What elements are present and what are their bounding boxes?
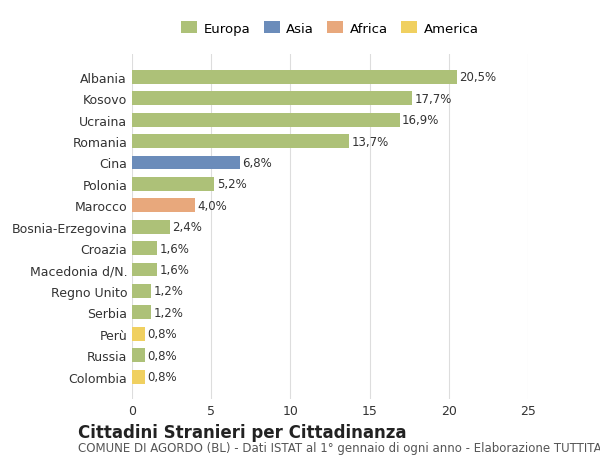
Text: 1,6%: 1,6%: [160, 263, 190, 276]
Bar: [132, 370, 145, 384]
Bar: [132, 178, 214, 191]
Text: 5,2%: 5,2%: [217, 178, 247, 191]
Bar: [132, 156, 240, 170]
Text: 16,9%: 16,9%: [402, 114, 439, 127]
Bar: [132, 327, 145, 341]
Bar: [132, 348, 145, 362]
Bar: [132, 220, 170, 234]
Bar: [132, 135, 349, 149]
Text: 2,4%: 2,4%: [172, 221, 202, 234]
Bar: [132, 284, 151, 298]
Text: 13,7%: 13,7%: [352, 135, 389, 148]
Text: 6,8%: 6,8%: [242, 157, 272, 170]
Text: 0,8%: 0,8%: [147, 349, 176, 362]
Text: 1,2%: 1,2%: [154, 306, 183, 319]
Text: 0,8%: 0,8%: [147, 328, 176, 341]
Text: 4,0%: 4,0%: [198, 199, 227, 213]
Bar: [132, 263, 157, 277]
Text: COMUNE DI AGORDO (BL) - Dati ISTAT al 1° gennaio di ogni anno - Elaborazione TUT: COMUNE DI AGORDO (BL) - Dati ISTAT al 1°…: [78, 442, 600, 454]
Text: 1,2%: 1,2%: [154, 285, 183, 298]
Text: 20,5%: 20,5%: [459, 71, 496, 84]
Text: 1,6%: 1,6%: [160, 242, 190, 255]
Text: 17,7%: 17,7%: [415, 93, 452, 106]
Bar: [132, 306, 151, 319]
Bar: [132, 113, 400, 127]
Bar: [132, 92, 412, 106]
Text: 0,8%: 0,8%: [147, 370, 176, 383]
Bar: [132, 199, 196, 213]
Legend: Europa, Asia, Africa, America: Europa, Asia, Africa, America: [176, 17, 484, 41]
Bar: [132, 241, 157, 256]
Bar: [132, 71, 457, 84]
Text: Cittadini Stranieri per Cittadinanza: Cittadini Stranieri per Cittadinanza: [78, 423, 407, 441]
